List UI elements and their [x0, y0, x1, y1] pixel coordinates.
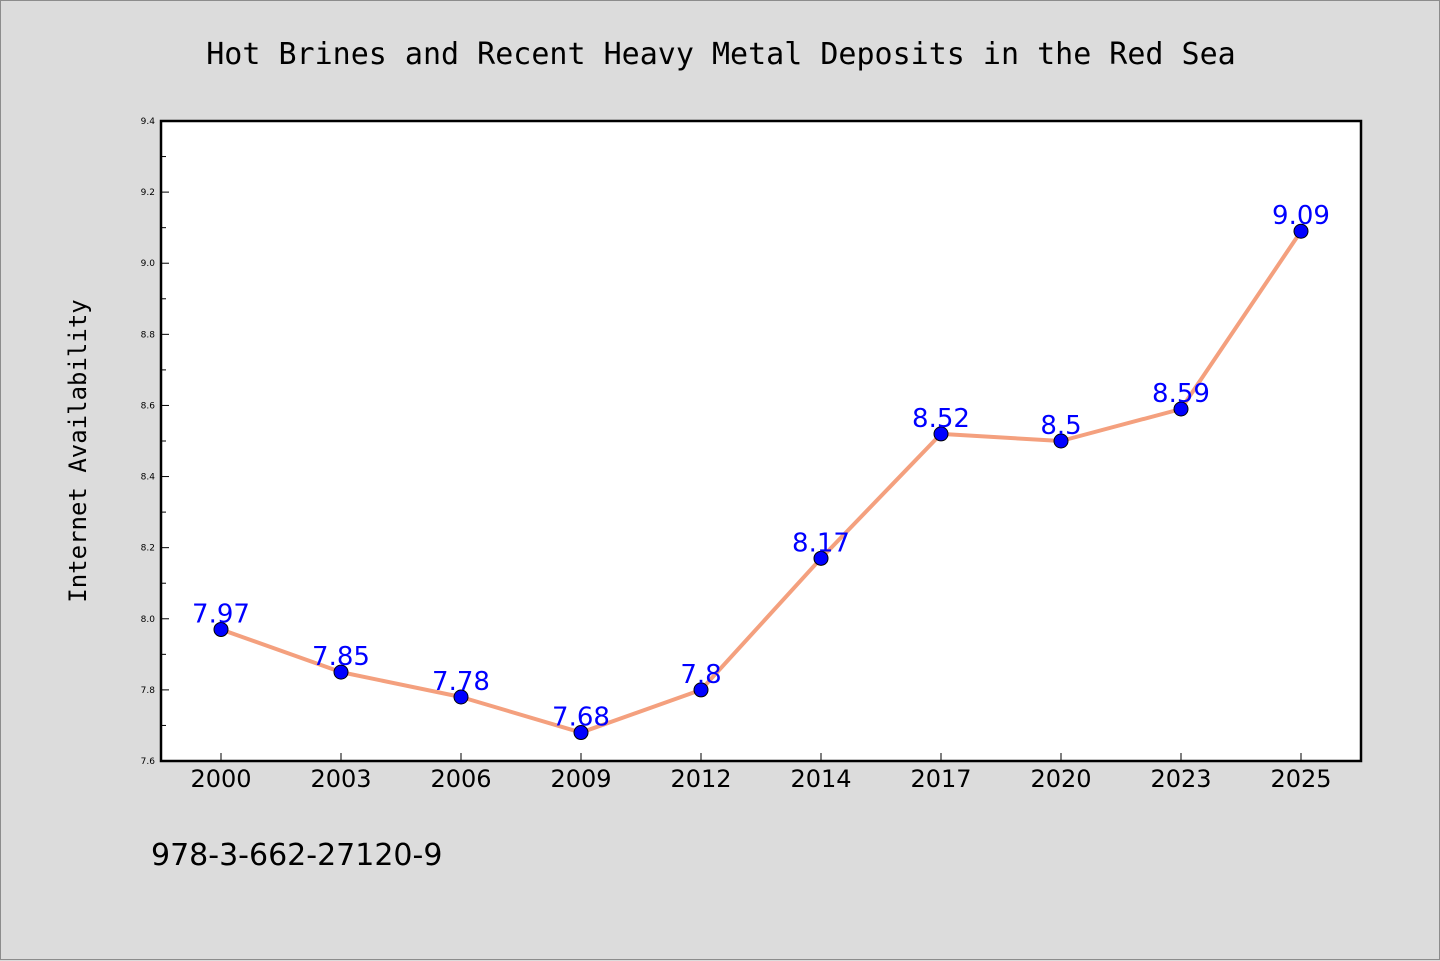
data-label: 7.78	[432, 667, 490, 697]
x-tick-label: 2023	[1150, 765, 1211, 793]
y-tick-label: 8.0	[141, 615, 156, 625]
data-point	[573, 725, 589, 741]
y-tick-label: 7.6	[141, 757, 156, 767]
data-point	[693, 682, 709, 698]
data-point	[453, 689, 469, 705]
data-label: 9.09	[1272, 201, 1330, 231]
data-label: 8.5	[1040, 411, 1081, 441]
data-label: 8.52	[912, 404, 970, 434]
data-point	[1053, 433, 1069, 449]
data-point	[1293, 223, 1309, 239]
y-axis-label: Internet Availability	[64, 299, 92, 602]
y-tick-label: 7.8	[141, 686, 156, 696]
y-tick-label: 8.8	[141, 330, 156, 340]
x-tick-label: 2025	[1270, 765, 1331, 793]
data-label: 7.97	[192, 599, 250, 629]
data-label: 7.85	[312, 642, 370, 672]
data-label: 7.68	[552, 703, 610, 733]
y-tick-label: 9.4	[141, 117, 156, 127]
series-layer: 7.97 7.85 7.78 7.68 7.8 8.17 8.52 8.5 8.59 9.09	[192, 201, 1330, 741]
plot-border	[159, 119, 1363, 763]
data-point	[213, 621, 229, 637]
x-tick-label: 2000	[190, 765, 251, 793]
y-tick-label: 8.2	[141, 544, 155, 554]
y-tick-label: 8.6	[141, 401, 156, 411]
x-tick-label: 2003	[310, 765, 371, 793]
plot-area	[161, 121, 1361, 761]
x-tick-label: 2012	[670, 765, 731, 793]
chart-title: Hot Brines and Recent Heavy Metal Deposi…	[206, 37, 1236, 72]
data-point	[333, 664, 349, 680]
x-tick-label: 2020	[1030, 765, 1091, 793]
x-tick-label: 2009	[550, 765, 611, 793]
y-tick-label: 9.2	[141, 188, 155, 198]
series-line	[219, 229, 1303, 735]
data-point	[1173, 401, 1189, 417]
data-label: 8.17	[792, 528, 850, 558]
x-tick-label: 2006	[430, 765, 491, 793]
isbn-footer: 978-3-662-27120-9	[151, 838, 442, 873]
data-point	[933, 426, 949, 442]
data-label: 7.8	[680, 660, 721, 690]
x-tick-label: 2017	[910, 765, 971, 793]
y-tick-label: 9.0	[141, 259, 156, 269]
data-label: 8.59	[1152, 379, 1210, 409]
axes-layer: 7.6 7.8 8.0 8.2 8.4 8.6 8.8 9.0 9.2 9.4 2000 2003 20…	[141, 117, 1332, 793]
y-tick-label: 8.4	[141, 473, 156, 483]
x-tick-label: 2014	[790, 765, 851, 793]
data-point	[813, 550, 829, 566]
